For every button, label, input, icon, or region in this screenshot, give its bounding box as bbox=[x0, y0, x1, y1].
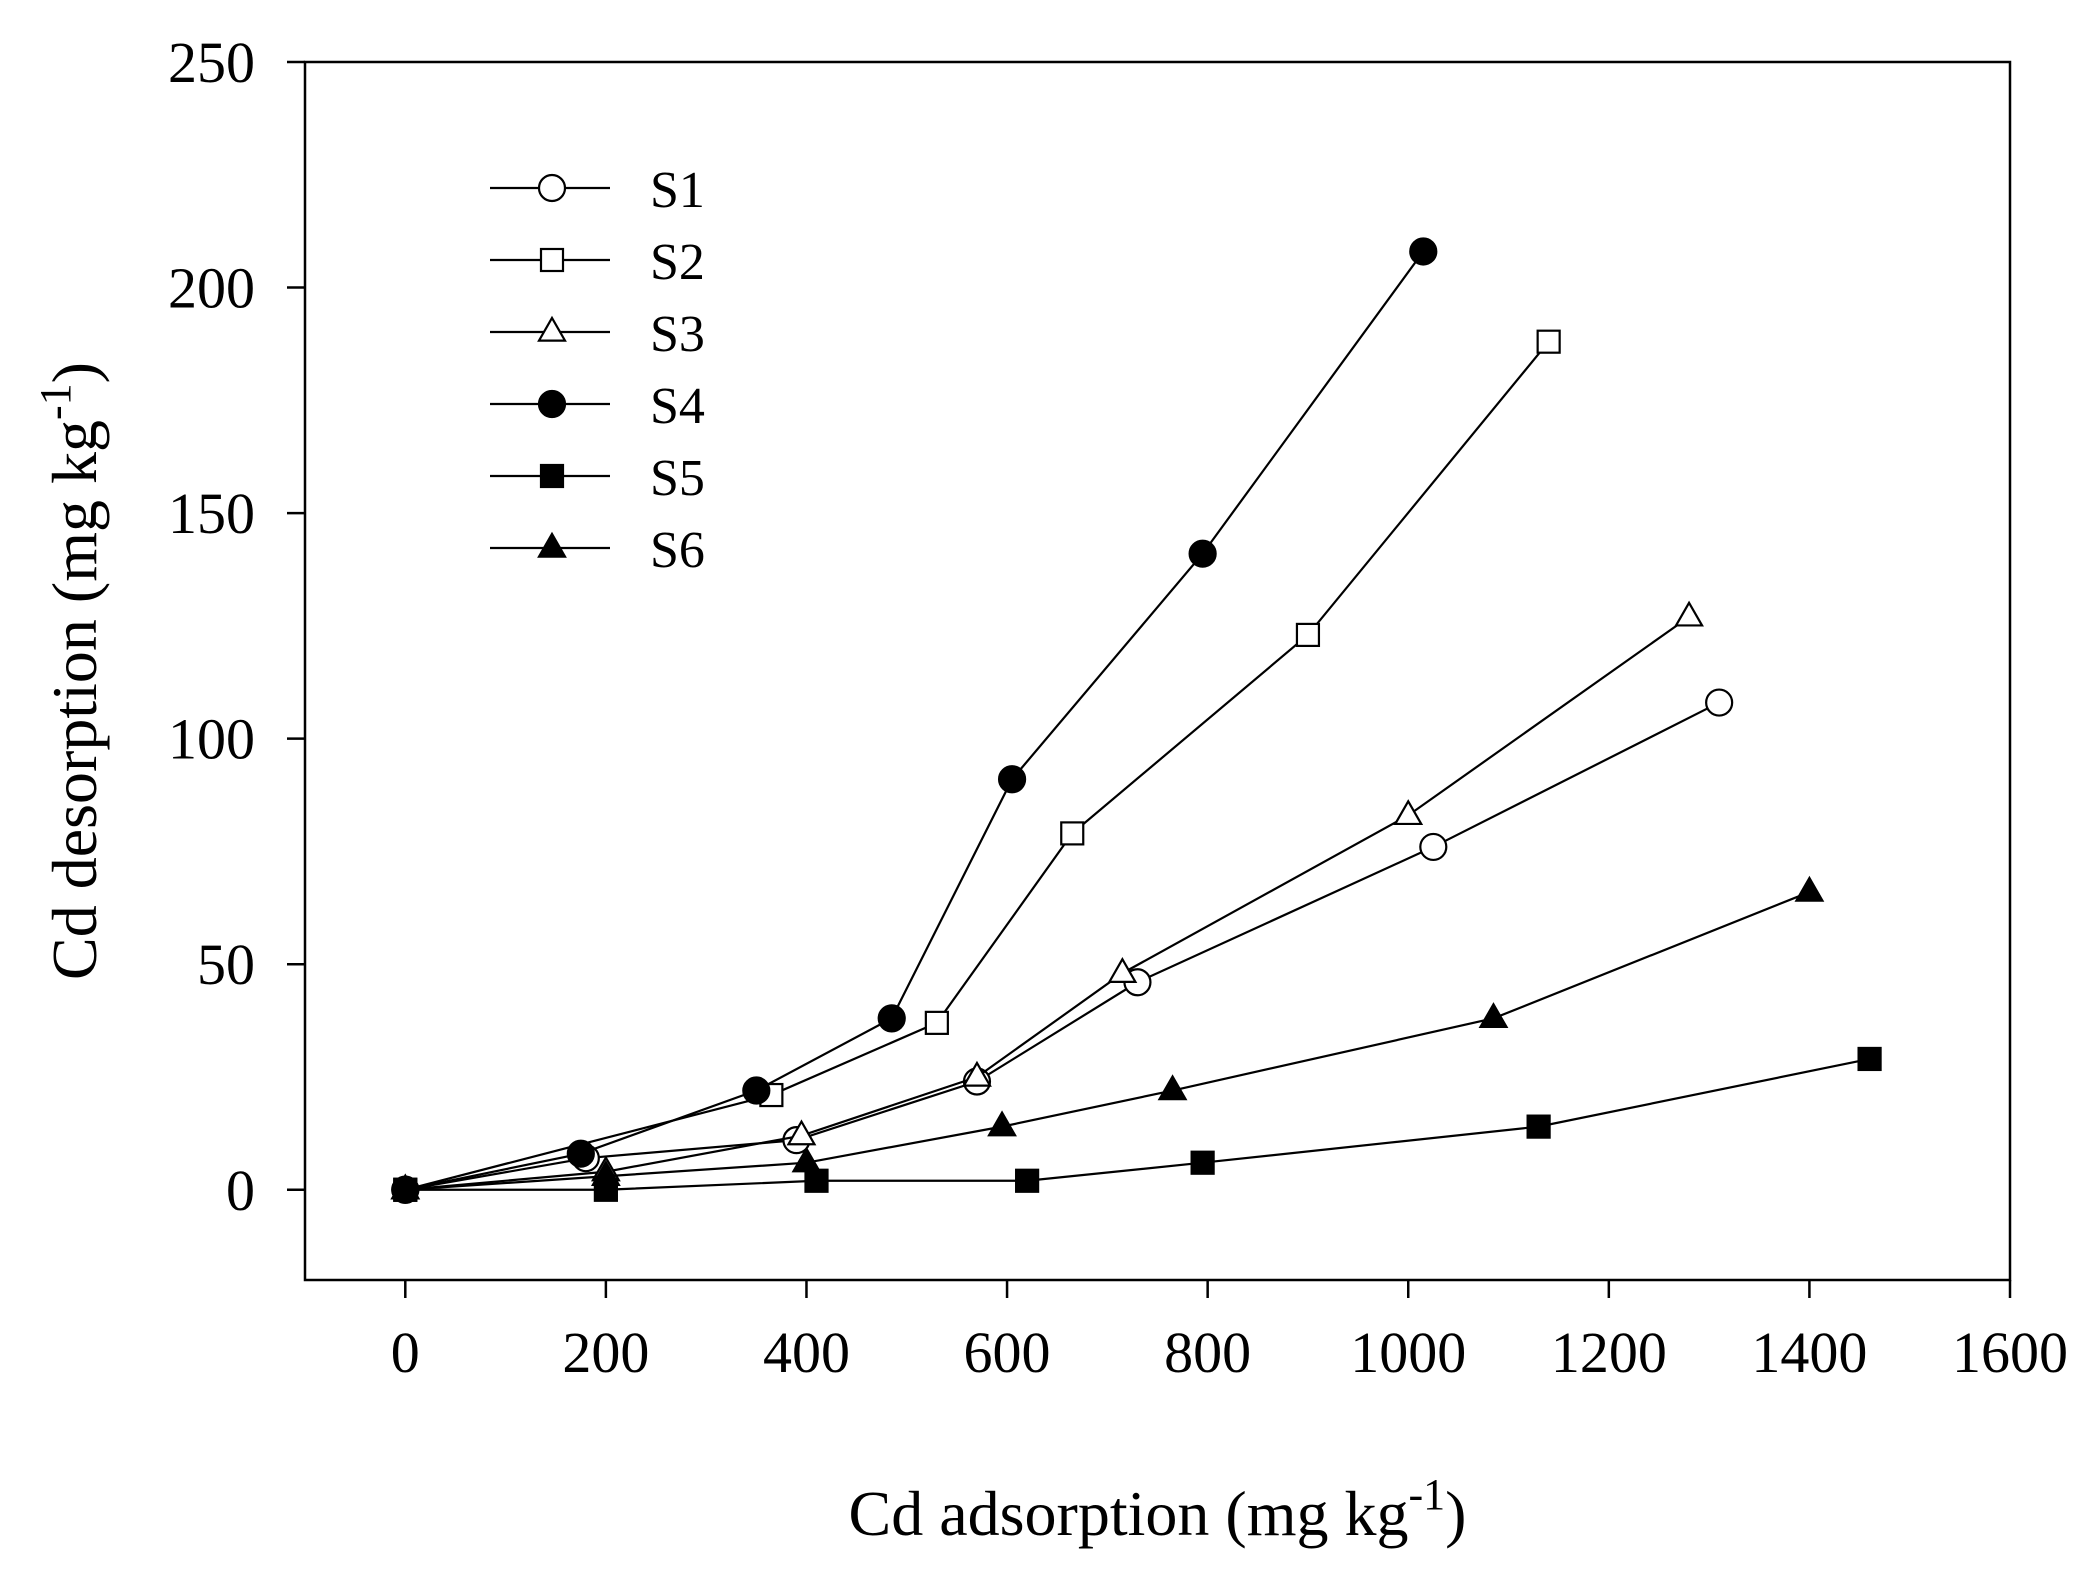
data-point-s6 bbox=[1157, 1074, 1188, 1101]
data-point-s2 bbox=[1295, 622, 1321, 648]
data-point-s2 bbox=[1536, 329, 1561, 354]
x-axis-title-main: Cd adsorption (mg kg bbox=[849, 1478, 1409, 1549]
x-tick-label: 800 bbox=[1164, 1320, 1251, 1385]
x-tick-label: 1200 bbox=[1551, 1320, 1667, 1385]
y-tick-label: 250 bbox=[168, 30, 255, 95]
legend-item-s5: S5 bbox=[490, 450, 705, 507]
x-tick-label: 600 bbox=[964, 1320, 1051, 1385]
x-tick-label: 1000 bbox=[1350, 1320, 1466, 1385]
data-point-s5 bbox=[1526, 1114, 1551, 1139]
y-axis-title-main: Cd desorption (mg kg bbox=[39, 420, 110, 980]
legend-label: S2 bbox=[650, 234, 705, 291]
data-point-s3 bbox=[1107, 957, 1138, 983]
legend-item-s4: S4 bbox=[490, 378, 705, 435]
series-line-s2 bbox=[405, 340, 1550, 1191]
data-point-s6 bbox=[1478, 1002, 1509, 1029]
y-tick-label: 200 bbox=[168, 256, 255, 321]
series-line-s5 bbox=[405, 1057, 1870, 1191]
data-point-s3 bbox=[962, 1060, 992, 1087]
data-point-s4 bbox=[566, 1139, 595, 1168]
data-point-s5 bbox=[1015, 1168, 1040, 1193]
series-s6 bbox=[390, 875, 1825, 1200]
data-point-s3 bbox=[786, 1119, 817, 1146]
x-axis-title-superscript: -1 bbox=[1409, 1470, 1446, 1519]
legend-label: S5 bbox=[650, 450, 705, 507]
legend-item-s3: S3 bbox=[490, 306, 705, 363]
y-tick-label: 0 bbox=[226, 1158, 255, 1223]
legend-marker bbox=[537, 389, 567, 419]
x-tick-label: 400 bbox=[763, 1320, 850, 1385]
x-tick-label: 1600 bbox=[1952, 1320, 2068, 1385]
legend-label: S4 bbox=[650, 378, 705, 435]
data-point-s4 bbox=[1409, 237, 1438, 266]
series-s3 bbox=[390, 600, 1704, 1200]
legend-marker bbox=[539, 247, 565, 273]
data-point-s4 bbox=[997, 765, 1027, 794]
legend-marker bbox=[537, 173, 567, 203]
series-line-s1 bbox=[405, 701, 1720, 1191]
y-tick-label: 150 bbox=[168, 481, 255, 546]
series-line-s3 bbox=[405, 615, 1690, 1191]
data-point-s1 bbox=[1705, 688, 1734, 717]
data-point-s3 bbox=[1393, 799, 1424, 826]
data-point-s6 bbox=[590, 1160, 621, 1186]
data-point-s2 bbox=[924, 1010, 949, 1035]
x-axis-title: Cd adsorption (mg kg-1) bbox=[849, 1470, 1467, 1549]
legend-marker bbox=[537, 315, 567, 342]
y-axis-title-close: ) bbox=[39, 362, 110, 383]
legend-item-s2: S2 bbox=[490, 234, 705, 291]
data-point-s6 bbox=[1794, 875, 1825, 902]
y-axis-title-superscript: -1 bbox=[31, 383, 80, 420]
legend-marker bbox=[537, 531, 567, 558]
series-line-s6 bbox=[405, 891, 1810, 1191]
legend-item-s1: S1 bbox=[490, 162, 705, 219]
x-tick-label: 0 bbox=[391, 1320, 420, 1385]
data-point-s6 bbox=[791, 1146, 822, 1173]
data-point-s3 bbox=[1674, 600, 1704, 627]
x-tick-label: 1400 bbox=[1751, 1320, 1867, 1385]
legend-marker bbox=[539, 463, 565, 489]
data-point-s5 bbox=[1857, 1046, 1882, 1072]
data-point-s6 bbox=[390, 1173, 421, 1200]
data-point-s4 bbox=[742, 1076, 771, 1105]
legend-item-s6: S6 bbox=[490, 522, 705, 579]
plot-frame bbox=[303, 60, 2012, 1282]
series-s4 bbox=[391, 237, 1438, 1204]
data-point-s2 bbox=[1060, 821, 1085, 846]
data-point-s5 bbox=[1190, 1150, 1215, 1175]
legend-label: S1 bbox=[650, 162, 705, 219]
y-axis-title: Cd desorption (mg kg-1) bbox=[31, 362, 110, 980]
legend-label: S3 bbox=[650, 306, 705, 363]
data-point-s5 bbox=[804, 1168, 829, 1193]
x-axis-title-close: ) bbox=[1445, 1478, 1466, 1549]
legend-label: S6 bbox=[650, 522, 705, 579]
data-point-s1 bbox=[1419, 832, 1448, 862]
x-tick-label: 200 bbox=[562, 1320, 649, 1385]
y-tick-label: 50 bbox=[197, 932, 255, 997]
data-point-s6 bbox=[987, 1110, 1017, 1137]
data-point-s4 bbox=[1188, 539, 1217, 568]
y-tick-label: 100 bbox=[168, 707, 255, 772]
data-point-s4 bbox=[877, 1004, 906, 1033]
series-s5 bbox=[393, 1046, 1882, 1202]
